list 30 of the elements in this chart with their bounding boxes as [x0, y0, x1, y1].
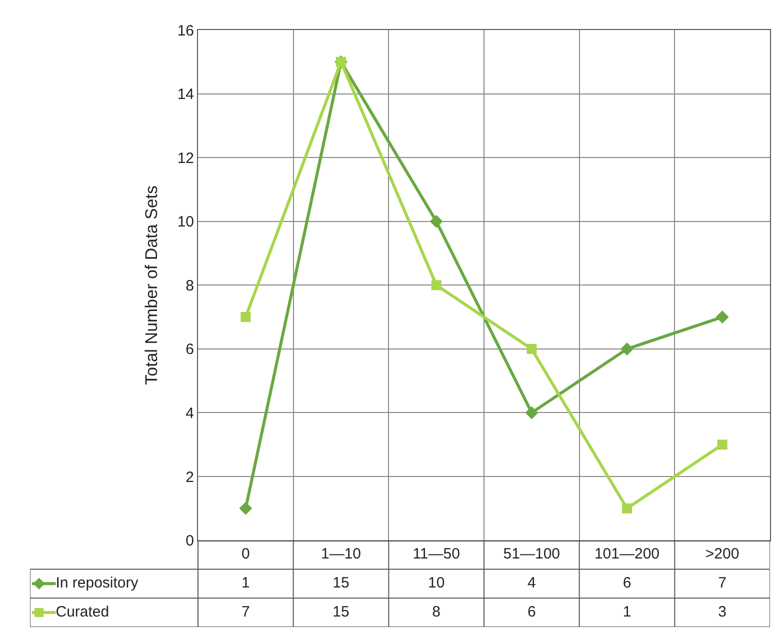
x-tick-label: 1—10	[320, 546, 362, 563]
y-tick-label: 10	[177, 214, 194, 231]
y-tick-label: 0	[186, 532, 194, 550]
y-tick-label: 6	[186, 341, 194, 358]
y-tick-label: 14	[177, 86, 194, 104]
x-tick-label: 0	[242, 546, 250, 563]
data-label: 1	[622, 603, 632, 620]
x-tick-label: >200	[705, 546, 740, 563]
y-axis-title: Total Number of Data Sets	[142, 185, 161, 385]
data-label: 15	[332, 603, 350, 620]
y-tick-label: 2	[186, 468, 194, 486]
legend-label: In repository	[56, 574, 139, 592]
data-label: 4	[528, 574, 536, 592]
x-tick-label: 51—100	[503, 546, 560, 563]
y-tick-label: 16	[177, 22, 194, 40]
y-tick-label: 4	[186, 404, 194, 422]
data-label: 7	[718, 574, 726, 592]
y-tick-label: 12	[177, 150, 194, 167]
x-tick-label: 11—50	[412, 546, 460, 563]
data-label: 3	[718, 603, 726, 620]
x-tick-label: 101—200	[594, 546, 660, 563]
data-label: 15	[332, 574, 350, 592]
data-label: 1	[242, 574, 250, 592]
data-label: 7	[242, 603, 250, 620]
data-label: 8	[432, 603, 440, 620]
data-label: 6	[528, 603, 536, 620]
legend-label: Curated	[56, 603, 110, 620]
data-label: 10	[428, 574, 445, 592]
data-label: 6	[622, 574, 632, 592]
y-tick-label: 8	[186, 277, 194, 294]
